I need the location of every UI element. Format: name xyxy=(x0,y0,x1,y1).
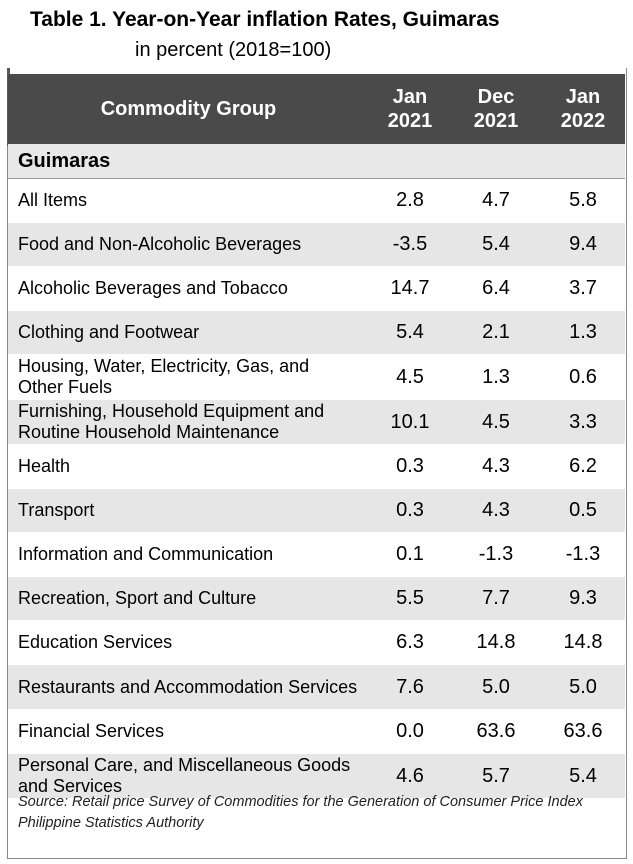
cell-value: 5.4 xyxy=(451,222,541,267)
row-label: Clothing and Footwear xyxy=(8,310,369,355)
cell-value: 10.1 xyxy=(369,399,451,445)
table-row: Furnishing, Household Equipment and Rout… xyxy=(8,399,625,445)
cell-value: 3.3 xyxy=(541,399,625,445)
table-row: Restaurants and Accommodation Services 7… xyxy=(8,664,625,710)
cell-value: 9.3 xyxy=(541,576,625,621)
cell-value: 4.7 xyxy=(451,178,541,223)
region-row: Guimaras xyxy=(8,144,625,179)
cell-value: 14.7 xyxy=(369,266,451,311)
cell-value: 9.4 xyxy=(541,222,625,267)
cell-value: 0.6 xyxy=(541,354,625,400)
cell-value: 6.2 xyxy=(541,444,625,489)
header-jan-2022-year: 2022 xyxy=(560,110,606,132)
table-subtitle: in percent (2018=100) xyxy=(135,39,332,61)
header-dec-2021-month: Dec xyxy=(477,86,515,108)
cell-value: -1.3 xyxy=(451,532,541,577)
header-dec-2021: Dec 2021 xyxy=(451,74,541,144)
header-jan-2022: Jan 2022 xyxy=(541,74,625,144)
table-row: Financial Services 0.0 63.6 63.6 xyxy=(8,709,625,754)
cell-value: 5.0 xyxy=(451,664,541,710)
cell-value: 0.0 xyxy=(369,709,451,754)
cell-value: 14.8 xyxy=(541,620,625,665)
row-label: Health xyxy=(8,444,369,489)
cell-value: 0.5 xyxy=(541,488,625,533)
cell-value: 63.6 xyxy=(451,709,541,754)
region-label: Guimaras xyxy=(8,144,625,179)
inflation-table: Commodity Group Jan 2021 Dec 2021 Jan 20… xyxy=(8,74,625,799)
cell-value: 6.3 xyxy=(369,620,451,665)
table-row: Housing, Water, Electricity, Gas, and Ot… xyxy=(8,354,625,400)
table-title: Table 1. Year-on-Year inflation Rates, G… xyxy=(30,8,500,31)
table-row: Health 0.3 4.3 6.2 xyxy=(8,444,625,489)
header-jan-2021: Jan 2021 xyxy=(369,74,451,144)
cell-value: -1.3 xyxy=(541,532,625,577)
cell-value: 2.8 xyxy=(369,178,451,223)
cell-value: -3.5 xyxy=(369,222,451,267)
row-label: Education Services xyxy=(8,620,369,665)
row-label: Financial Services xyxy=(8,709,369,754)
header-jan-2022-month: Jan xyxy=(565,86,601,108)
header-row: Commodity Group Jan 2021 Dec 2021 Jan 20… xyxy=(8,74,625,144)
cell-value: 7.6 xyxy=(369,664,451,710)
row-label: Information and Communication xyxy=(8,532,369,577)
header-commodity-group: Commodity Group xyxy=(8,74,369,144)
cell-value: 0.3 xyxy=(369,444,451,489)
header-jan-2021-month: Jan xyxy=(392,86,428,108)
cell-value: 63.6 xyxy=(541,709,625,754)
cell-value: 4.5 xyxy=(451,399,541,445)
header-jan-2021-year: 2021 xyxy=(387,110,433,132)
table-row: Clothing and Footwear 5.4 2.1 1.3 xyxy=(8,310,625,355)
cell-value: 1.3 xyxy=(541,310,625,355)
cell-value: 5.0 xyxy=(541,664,625,710)
table-frame xyxy=(7,68,627,859)
table-row: Education Services 6.3 14.8 14.8 xyxy=(8,620,625,665)
row-label: All Items xyxy=(8,178,369,223)
row-label: Recreation, Sport and Culture xyxy=(8,576,369,621)
cell-value: 7.7 xyxy=(451,576,541,621)
cell-value: 5.4 xyxy=(369,310,451,355)
cell-value: 4.3 xyxy=(451,488,541,533)
row-label: Personal Care, and Miscellaneous Goods a… xyxy=(8,753,369,799)
row-label: Furnishing, Household Equipment and Rout… xyxy=(8,399,369,445)
cell-value: 3.7 xyxy=(541,266,625,311)
cell-value: 1.3 xyxy=(451,354,541,400)
cell-value: 0.3 xyxy=(369,488,451,533)
row-label: Restaurants and Accommodation Services xyxy=(8,664,369,710)
header-dec-2021-year: 2021 xyxy=(473,110,519,132)
cell-value: 14.8 xyxy=(451,620,541,665)
cell-value: 2.1 xyxy=(451,310,541,355)
table-row: All Items 2.8 4.7 5.8 xyxy=(8,178,625,223)
table-row: Food and Non-Alcoholic Beverages -3.5 5.… xyxy=(8,222,625,267)
cell-value: 5.4 xyxy=(541,753,625,799)
table-row: Information and Communication 0.1 -1.3 -… xyxy=(8,532,625,577)
cell-value: 5.8 xyxy=(541,178,625,223)
row-label: Food and Non-Alcoholic Beverages xyxy=(8,222,369,267)
cell-value: 4.3 xyxy=(451,444,541,489)
cell-value: 5.7 xyxy=(451,753,541,799)
table-row: Recreation, Sport and Culture 5.5 7.7 9.… xyxy=(8,576,625,621)
cell-value: 0.1 xyxy=(369,532,451,577)
row-label: Transport xyxy=(8,488,369,533)
cell-value: 4.6 xyxy=(369,753,451,799)
cell-value: 5.5 xyxy=(369,576,451,621)
source-note: Source: Retail price Survey of Commoditi… xyxy=(18,794,583,831)
row-label: Alcoholic Beverages and Tobacco xyxy=(8,266,369,311)
table-row: Personal Care, and Miscellaneous Goods a… xyxy=(8,753,625,799)
cell-value: 4.5 xyxy=(369,354,451,400)
table-row: Transport 0.3 4.3 0.5 xyxy=(8,488,625,533)
table-row: Alcoholic Beverages and Tobacco 14.7 6.4… xyxy=(8,266,625,311)
cell-value: 6.4 xyxy=(451,266,541,311)
row-label: Housing, Water, Electricity, Gas, and Ot… xyxy=(8,354,369,400)
